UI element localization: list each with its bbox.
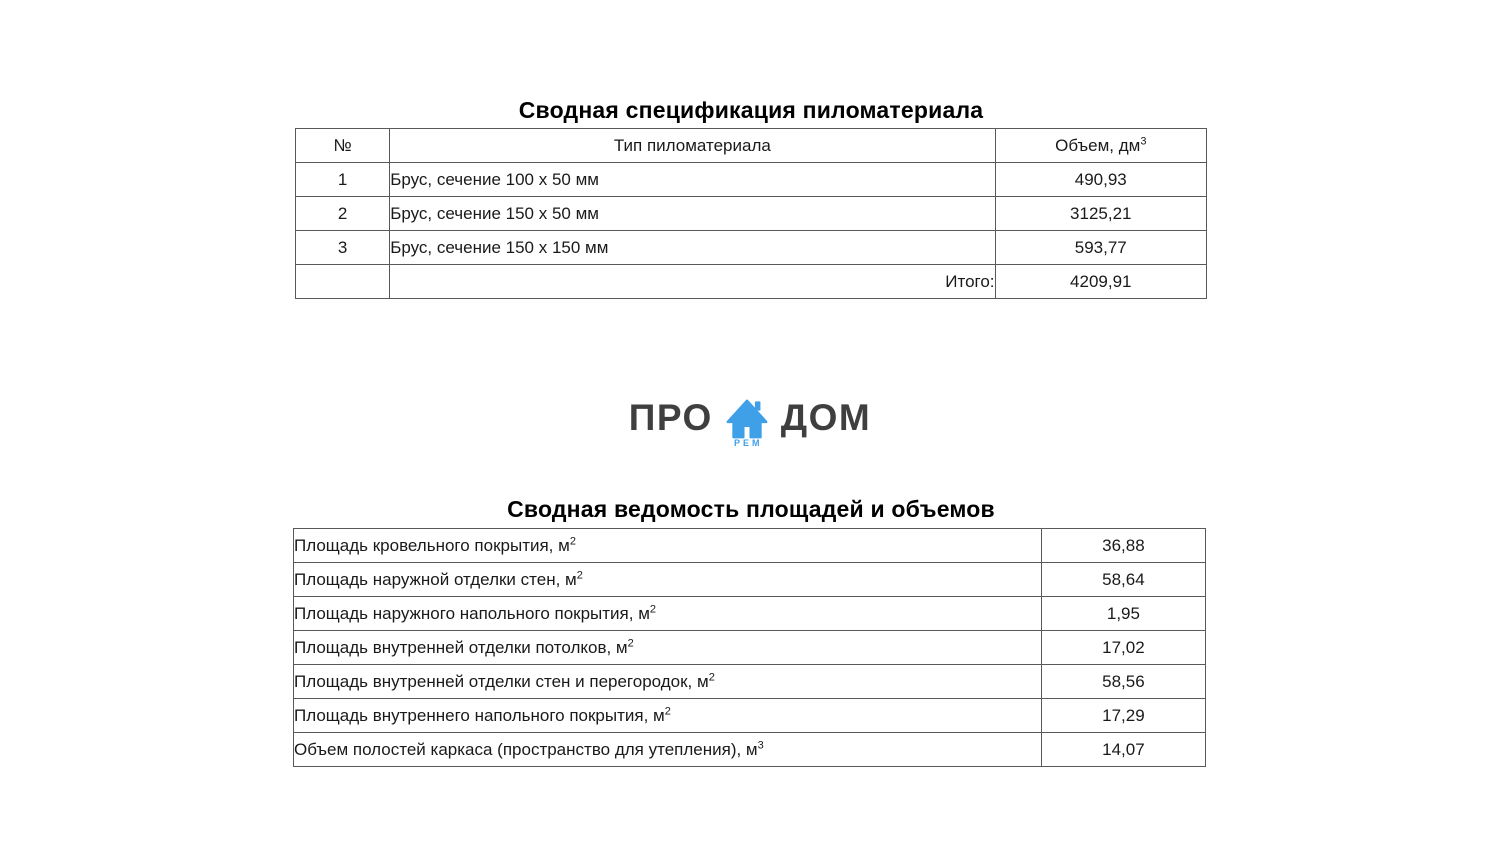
row-label-text: Площадь внутренней отделки стен и перего… — [294, 671, 709, 691]
table-row: Площадь наружной отделки стен, м2 58,64 — [293, 562, 1207, 597]
row-label-sup: 3 — [757, 738, 764, 751]
row-label-sup: 2 — [569, 534, 576, 547]
logo-text-left: ПРО — [628, 397, 713, 438]
lumber-spec-table: № Тип пиломатериала Объем, дм3 1 Брус, с… — [294, 128, 1208, 299]
row-label: Площадь наружного напольного покрытия, м… — [293, 596, 1042, 631]
prodom-logo: ПРО РЕМ ДОМ — [0, 397, 1500, 448]
table-row: 2 Брус, сечение 150 х 50 мм 3125,21 — [294, 196, 1208, 231]
spec-col-header-type: Тип пиломатериала — [389, 128, 996, 163]
row-type: Брус, сечение 150 х 50 мм — [389, 196, 996, 231]
row-label-sup: 2 — [627, 636, 634, 649]
row-volume: 593,77 — [994, 230, 1208, 265]
lumber-spec-title: Сводная спецификация пиломатериала — [518, 97, 984, 123]
table-row: Объем полостей каркаса (пространство для… — [293, 732, 1207, 767]
table-row: Площадь внутреннего напольного покрытия,… — [293, 698, 1207, 733]
logo-text-right: ДОМ — [780, 397, 872, 438]
logo-icon-block: РЕМ — [722, 397, 772, 448]
table-row: Площадь внутренней отделки потолков, м2 … — [293, 630, 1207, 665]
total-label: Итого: — [389, 264, 996, 299]
row-value: 58,64 — [1040, 562, 1207, 597]
spec-col-header-volume: Объем, дм3 — [994, 128, 1208, 163]
logo-sub-text: РЕМ — [734, 438, 763, 448]
volume-unit-text: Объем, дм — [1055, 135, 1141, 155]
row-label-text: Объем полостей каркаса (пространство для… — [294, 739, 758, 759]
spec-header-row: № Тип пиломатериала Объем, дм3 — [294, 128, 1208, 163]
table-row: 1 Брус, сечение 100 х 50 мм 490,93 — [294, 162, 1208, 197]
total-row: Итого: 4209,91 — [294, 264, 1208, 299]
row-label: Площадь кровельного покрытия, м2 — [293, 528, 1042, 563]
row-label-sup: 2 — [708, 670, 715, 683]
row-value: 17,02 — [1040, 630, 1207, 665]
row-label-sup: 2 — [576, 568, 583, 581]
row-num: 3 — [294, 230, 391, 265]
row-label-sup: 2 — [664, 704, 671, 717]
volume-unit-sup: 3 — [1140, 134, 1147, 147]
row-label-text: Площадь наружной отделки стен, м — [294, 569, 577, 589]
table-row: Площадь наружного напольного покрытия, м… — [293, 596, 1207, 631]
row-value: 17,29 — [1040, 698, 1207, 733]
areas-volumes-title: Сводная ведомость площадей и объемов — [507, 496, 995, 522]
row-num: 2 — [294, 196, 391, 231]
spec-col-header-num: № — [294, 128, 391, 163]
row-num: 1 — [294, 162, 391, 197]
table-row: 3 Брус, сечение 150 х 150 мм 593,77 — [294, 230, 1208, 265]
row-value: 14,07 — [1040, 732, 1207, 767]
row-label-text: Площадь внутренней отделки потолков, м — [294, 637, 628, 657]
row-value: 36,88 — [1040, 528, 1207, 563]
row-label: Площадь внутренней отделки стен и перего… — [293, 664, 1042, 699]
row-value: 58,56 — [1040, 664, 1207, 699]
house-icon — [726, 399, 768, 439]
row-label-sup: 2 — [649, 602, 657, 615]
row-label-text: Площадь наружного напольного покрытия, м — [294, 603, 650, 623]
table-row: Площадь внутренней отделки стен и перего… — [293, 664, 1207, 699]
row-type: Брус, сечение 100 х 50 мм — [389, 162, 996, 197]
row-label: Площадь внутренней отделки потолков, м2 — [293, 630, 1042, 665]
table-row: Площадь кровельного покрытия, м2 36,88 — [293, 528, 1207, 563]
row-volume: 3125,21 — [994, 196, 1208, 231]
row-type: Брус, сечение 150 х 150 мм — [389, 230, 996, 265]
areas-volumes-table: Площадь кровельного покрытия, м2 36,88 П… — [293, 528, 1207, 767]
total-value: 4209,91 — [994, 264, 1208, 299]
row-label-text: Площадь кровельного покрытия, м — [294, 535, 570, 555]
row-value: 1,95 — [1040, 596, 1207, 631]
row-label-text: Площадь внутреннего напольного покрытия,… — [294, 705, 665, 725]
row-label: Площадь внутреннего напольного покрытия,… — [293, 698, 1042, 733]
row-volume: 490,93 — [994, 162, 1208, 197]
row-label: Объем полостей каркаса (пространство для… — [293, 732, 1042, 767]
total-empty-cell — [294, 264, 391, 299]
row-label: Площадь наружной отделки стен, м2 — [293, 562, 1042, 597]
